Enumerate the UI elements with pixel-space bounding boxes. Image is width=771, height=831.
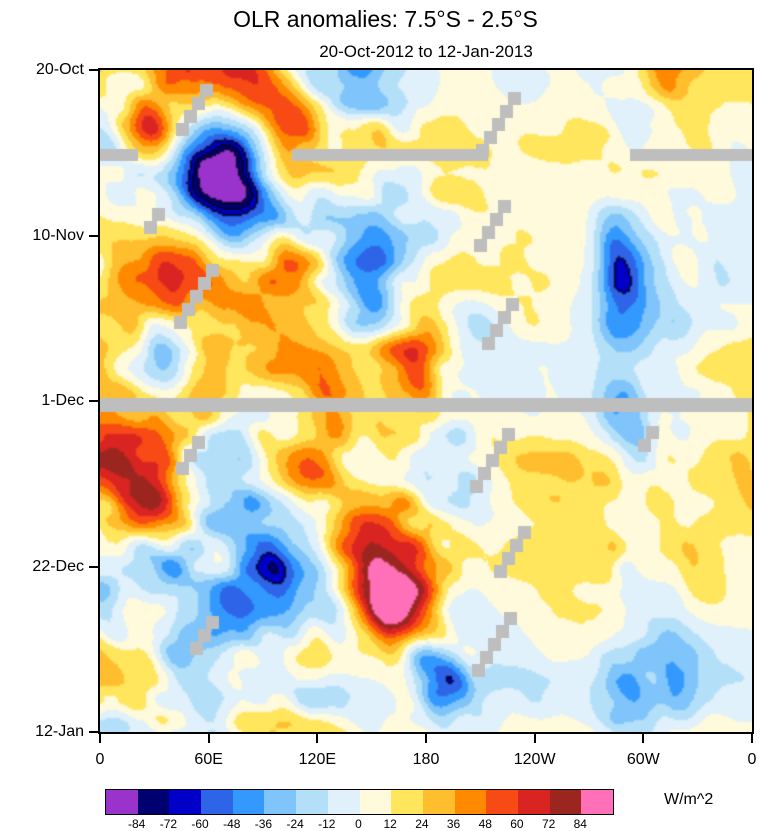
x-tick-mark: [207, 734, 210, 743]
colorbar-segment: [486, 790, 518, 814]
x-tick-label: 60E: [194, 751, 223, 768]
colorbar-tick-label: 24: [415, 817, 429, 831]
y-tick-mark: [89, 69, 98, 71]
chart-subtitle: 20-Oct-2012 to 12-Jan-2013: [319, 42, 533, 61]
colorbar-segment: [106, 790, 138, 814]
colorbar-segment: [264, 790, 297, 814]
colorbar-segment: [137, 790, 170, 814]
colorbar-tick-label: -24: [286, 817, 304, 831]
x-tick-label: 180: [412, 751, 440, 768]
colorbar-segment: [359, 790, 392, 814]
y-tick-mark: [89, 565, 98, 568]
colorbar-tick-label: -60: [191, 817, 209, 831]
y-tick-mark: [89, 731, 98, 733]
colorbar-segment: [581, 790, 613, 814]
colorbar-segment: [391, 790, 423, 814]
colorbar-tick-label: 84: [573, 817, 587, 831]
colorbar-segment: [296, 790, 328, 814]
y-tick-label: 1-Dec: [41, 392, 84, 409]
x-tick-mark: [642, 734, 645, 743]
x-tick-mark: [751, 734, 753, 743]
x-tick-label: 0: [95, 751, 105, 768]
colorbar-tick-label: -12: [318, 817, 336, 831]
colorbar-tick-label: 72: [541, 817, 556, 831]
colorbar-segment: [232, 790, 265, 814]
colorbar-segment: [549, 790, 582, 814]
y-tick-mark: [89, 400, 98, 402]
colorbar-tick-label: -48: [223, 817, 241, 831]
colorbar-tick-label: -84: [128, 817, 146, 831]
colorbar-segment: [201, 790, 233, 814]
colorbar-segment: [327, 790, 360, 814]
y-tick-mark: [89, 234, 98, 237]
colorbar-tick-label: -72: [159, 817, 178, 831]
colorbar-segment: [422, 790, 455, 814]
y-tick-label: 10-Nov: [32, 226, 84, 244]
colorbar-tick-label: 60: [510, 817, 524, 831]
chart-title: OLR anomalies: 7.5°S - 2.5°S: [233, 6, 538, 32]
y-tick-label: 22-Dec: [32, 557, 84, 575]
y-tick-label: 20-Oct: [35, 61, 84, 78]
colorbar-segment: [169, 790, 202, 814]
heatmap-canvas: [100, 70, 752, 732]
colorbar-tick-label: 0: [355, 817, 362, 831]
x-tick-label: 120E: [298, 751, 337, 768]
colorbar-tick-label: 48: [478, 817, 492, 831]
units-label: W/m^2: [664, 791, 714, 808]
x-tick-mark: [425, 734, 427, 743]
colorbar: [105, 789, 614, 815]
colorbar-tick-label: 36: [446, 817, 461, 831]
colorbar-segment: [454, 790, 487, 814]
x-tick-mark: [533, 734, 536, 743]
x-tick-label: 60W: [626, 751, 660, 768]
x-tick-mark: [316, 734, 319, 743]
colorbar-segment: [517, 790, 550, 814]
y-tick-label: 12-Jan: [35, 723, 84, 740]
plot-frame: [98, 68, 754, 734]
colorbar-tick-label: -36: [254, 817, 273, 831]
x-tick-label: 120W: [513, 751, 556, 768]
colorbar-tick-label: 12: [383, 817, 397, 831]
x-tick-label: 0: [747, 751, 757, 768]
x-tick-mark: [99, 734, 101, 743]
